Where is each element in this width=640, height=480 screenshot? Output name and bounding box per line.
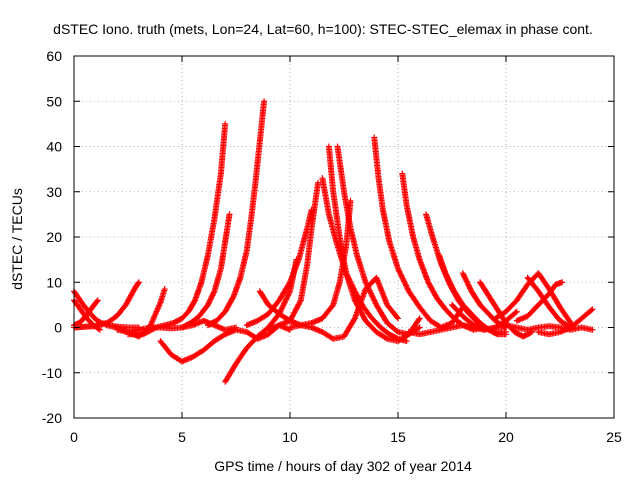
data-marks (71, 98, 596, 385)
data-point-marks (256, 274, 401, 342)
x-tick-label: 15 (390, 429, 406, 445)
data-series (125, 120, 229, 338)
data-point-marks (179, 211, 233, 331)
data-point-marks (125, 120, 229, 338)
y-tick-label: 60 (46, 48, 62, 64)
data-series (524, 274, 574, 331)
x-tick-label: 20 (498, 429, 514, 445)
y-tick-label: 30 (46, 184, 62, 200)
data-point-marks (524, 274, 574, 331)
data-point-marks (449, 301, 520, 333)
x-tick-label: 0 (70, 429, 78, 445)
data-series (265, 179, 322, 333)
data-series (492, 270, 574, 326)
axis-ticks (73, 55, 615, 419)
data-series (256, 274, 401, 342)
data-point-marks (371, 134, 466, 331)
data-series (535, 306, 596, 338)
data-point-marks (399, 170, 488, 333)
data-point-marks (287, 197, 354, 331)
data-series (436, 252, 509, 338)
data-series (287, 197, 354, 331)
y-tick-label: 40 (46, 139, 62, 155)
chart-title: dSTEC Iono. truth (mets, Lon=24, Lat=60,… (53, 21, 593, 37)
data-series (399, 170, 488, 333)
data-point-marks (492, 270, 574, 326)
data-point-marks (265, 179, 322, 333)
y-tick-label: 0 (54, 320, 62, 336)
data-series (179, 211, 233, 331)
y-tick-label: -20 (42, 410, 62, 426)
data-series (204, 98, 268, 329)
data-series (449, 301, 520, 333)
x-tick-label: 25 (606, 429, 622, 445)
data-point-marks (535, 306, 596, 338)
y-tick-label: 10 (46, 274, 62, 290)
y-tick-label: 20 (46, 229, 62, 245)
y-axis-label: dSTEC / TECUs (9, 188, 25, 290)
x-tick-label: 5 (178, 429, 186, 445)
grid-lines (74, 56, 614, 418)
data-point-marks (204, 98, 268, 329)
y-tick-label: 50 (46, 93, 62, 109)
data-point-marks (436, 252, 509, 338)
x-tick-label: 10 (282, 429, 298, 445)
axis-tick-labels: 0 5 10 15 20 25 -20 -10 0 10 20 30 40 50 60 (42, 48, 622, 445)
x-axis-label: GPS time / hours of day 302 of year 2014 (214, 458, 472, 474)
y-tick-label: -10 (42, 365, 62, 381)
data-series (371, 134, 466, 331)
